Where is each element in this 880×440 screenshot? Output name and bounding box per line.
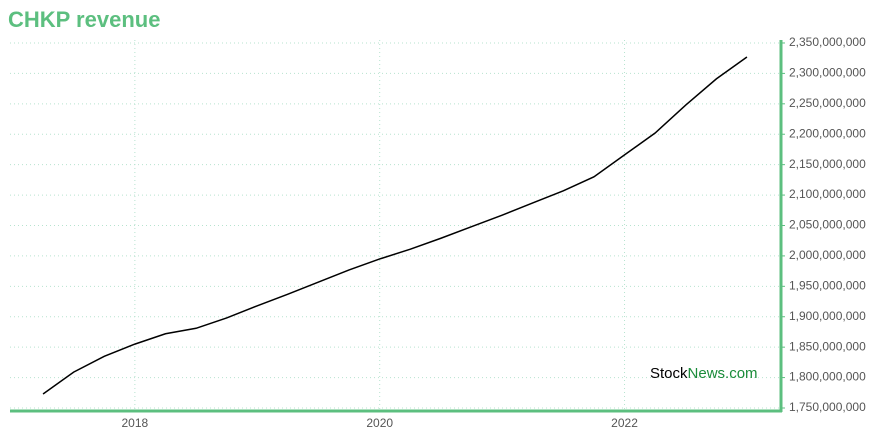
y-tick-label: 2,150,000,000 [789,157,866,171]
y-tick-label: 1,750,000,000 [789,400,866,414]
y-tick-label: 2,200,000,000 [789,126,866,140]
x-tick-label: 2018 [122,416,149,430]
watermark-prefix: Stock [650,365,688,382]
y-tick-label: 1,850,000,000 [789,339,866,353]
y-tick-label: 2,100,000,000 [789,187,866,201]
y-tick-label: 2,000,000,000 [789,248,866,262]
y-tick-label: 1,950,000,000 [789,278,866,292]
y-tick-label: 2,300,000,000 [789,66,866,80]
x-tick-label: 2022 [611,416,638,430]
y-tick-label: 1,800,000,000 [789,370,866,384]
line [42,56,748,395]
y-tick-label: 2,250,000,000 [789,96,866,110]
chart-title: CHKP revenue [8,7,160,32]
x-tick-label: 2020 [366,416,393,430]
y-tick-label: 2,350,000,000 [789,35,866,49]
y-tick-label: 1,900,000,000 [789,309,866,323]
watermark-suffix: News.com [688,365,758,382]
watermark: StockNews.com [650,365,758,382]
y-tick-label: 2,050,000,000 [789,218,866,232]
